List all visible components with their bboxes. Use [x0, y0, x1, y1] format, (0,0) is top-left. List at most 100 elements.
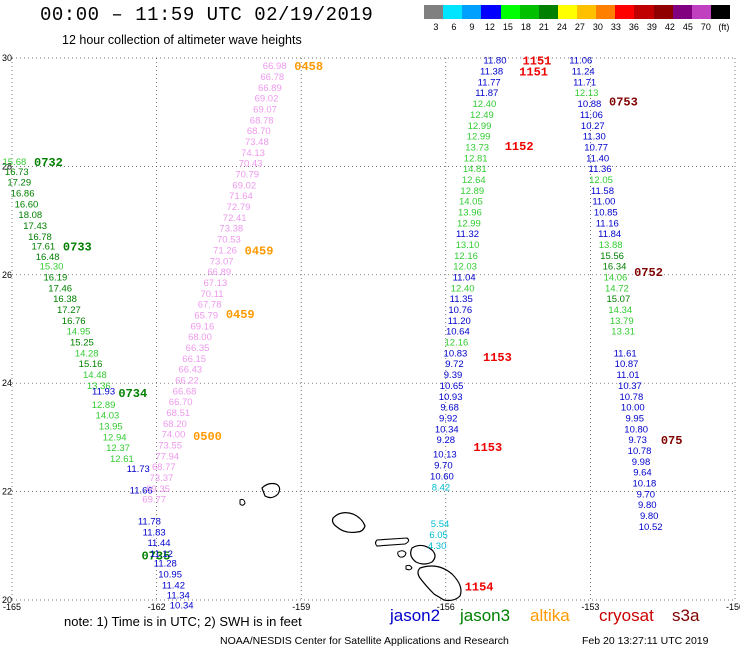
wave-height-value: 12.99	[467, 132, 491, 143]
wave-height-value: 12.89	[460, 186, 484, 197]
wave-height-value: 9.98	[632, 457, 651, 468]
wave-height-value: 17.29	[7, 178, 31, 189]
wave-height-value: 10.85	[594, 207, 618, 218]
lon-tick-label: -156	[437, 602, 455, 612]
wave-height-value: 11.40	[586, 153, 609, 164]
colorbar-swatch	[691, 5, 711, 19]
lon-tick-label: -150	[726, 602, 740, 612]
wave-height-value: 10.18	[632, 478, 656, 489]
lon-tick-label: -159	[292, 602, 310, 612]
wave-height-value: 11.34	[167, 591, 190, 602]
wave-height-value: 14.03	[96, 411, 120, 422]
wave-height-value: 15.25	[70, 338, 94, 349]
wave-height-value: 12.13	[575, 88, 599, 99]
wave-height-value: 11.06	[569, 56, 592, 67]
wave-height-value: 16.19	[43, 273, 67, 284]
wave-height-value: 5.54	[431, 519, 450, 530]
colorbar-swatch	[557, 5, 577, 19]
pass-time-label: 0500	[193, 430, 222, 444]
wave-height-value: 13.88	[599, 240, 623, 251]
pass-time-label: 0458	[294, 60, 323, 74]
wave-height-value: 9.64	[633, 468, 652, 479]
wave-height-value: 11.20	[448, 316, 471, 327]
wave-height-value: 10.65	[440, 381, 464, 392]
wave-height-value: 10.27	[581, 121, 605, 132]
pass-time-label: 1151	[523, 55, 552, 69]
wave-height-value: 65.79	[194, 310, 218, 321]
wave-height-value: 13.36	[87, 381, 111, 392]
wave-height-value: 11.77	[478, 77, 501, 88]
wave-height-value: 13.31	[611, 327, 635, 338]
legend-s3a: s3a	[672, 606, 700, 625]
island-maui	[410, 544, 436, 565]
wave-height-value: 9.39	[444, 370, 463, 381]
wave-height-value: 73.37	[150, 473, 174, 484]
wave-height-value: 16.86	[11, 189, 35, 200]
wave-height-value: 66.68	[173, 386, 197, 397]
colorbar-swatch	[538, 5, 558, 19]
wave-height-value: 68.00	[188, 332, 212, 343]
wave-height-value: 69.02	[232, 180, 256, 191]
wave-height-value: 12.99	[468, 121, 492, 132]
wave-height-value: 10.60	[430, 471, 454, 482]
wave-height-value: 16.76	[62, 316, 86, 327]
wave-height-value: 11.58	[591, 186, 614, 197]
wave-height-value: 15.56	[600, 251, 624, 262]
lat-tick-label: 20	[2, 595, 12, 605]
colorbar-swatch	[615, 5, 635, 19]
wave-height-value: 9.80	[640, 511, 659, 522]
wave-height-value: 73.38	[219, 224, 243, 235]
wave-height-value: 17.46	[48, 283, 72, 294]
wave-height-value: 72.79	[227, 202, 251, 213]
wave-height-value: 10.78	[619, 392, 643, 403]
wave-height-value: 15.16	[79, 359, 103, 370]
wave-height-value: 12.16	[454, 251, 478, 262]
wave-height-value: 10.37	[618, 381, 642, 392]
lat-tick-label: 28	[2, 161, 12, 171]
colorbar-swatch	[424, 5, 444, 19]
pass-time-label: 0735	[141, 550, 170, 564]
wave-height-value: 11.73	[127, 464, 150, 475]
wave-height-value: 11.61	[614, 348, 637, 359]
colorbar-swatch	[672, 5, 692, 19]
wave-height-value: 11.84	[598, 229, 621, 240]
colorbar-tick: 21	[538, 22, 549, 32]
wave-height-value: 68.20	[163, 419, 187, 430]
wave-height-value: 66.22	[175, 375, 199, 386]
wave-height-value: 18.08	[18, 210, 42, 221]
colorbar-tick: 15	[502, 22, 513, 32]
wave-height-value: 68.78	[250, 115, 274, 126]
colorbar-swatch	[577, 5, 597, 19]
colorbar-tick: 70	[700, 22, 711, 32]
island-kauai	[261, 482, 281, 499]
colorbar	[424, 5, 730, 19]
wave-height-value: 9.72	[445, 359, 464, 370]
wave-height-value: 14.06	[604, 273, 628, 284]
pass-time-label: 0732	[34, 156, 63, 170]
island-kahoolawe	[405, 564, 413, 571]
colorbar-tick: 9	[469, 22, 475, 32]
wave-height-value: 9.28	[437, 435, 456, 446]
island-molokai	[374, 537, 410, 547]
wave-height-value: 68.70	[247, 126, 271, 137]
wave-height-value: 66.35	[186, 343, 210, 354]
wave-height-value: 11.36	[589, 164, 612, 175]
island-niihau	[239, 498, 246, 506]
colorbar-swatch	[653, 5, 673, 19]
wave-height-value: 12.40	[451, 283, 475, 294]
colorbar-swatch	[462, 5, 482, 19]
wave-height-value: 11.38	[480, 67, 503, 78]
wave-height-value: 14.28	[75, 348, 99, 359]
wave-height-value: 70.43	[239, 159, 263, 170]
wave-height-value: 66.70	[169, 397, 193, 408]
wave-height-value: 11.42	[162, 580, 185, 591]
island-hawaii	[417, 565, 462, 602]
wave-height-value: 11.04	[453, 273, 476, 284]
wave-height-value: 16.48	[36, 252, 60, 263]
wave-height-value: 10.76	[448, 305, 472, 316]
colorbar-tick: 36	[628, 22, 639, 32]
lon-tick-label: -153	[581, 602, 599, 612]
wave-height-value: 70.79	[235, 170, 259, 181]
wave-height-value: 15.07	[606, 294, 630, 305]
